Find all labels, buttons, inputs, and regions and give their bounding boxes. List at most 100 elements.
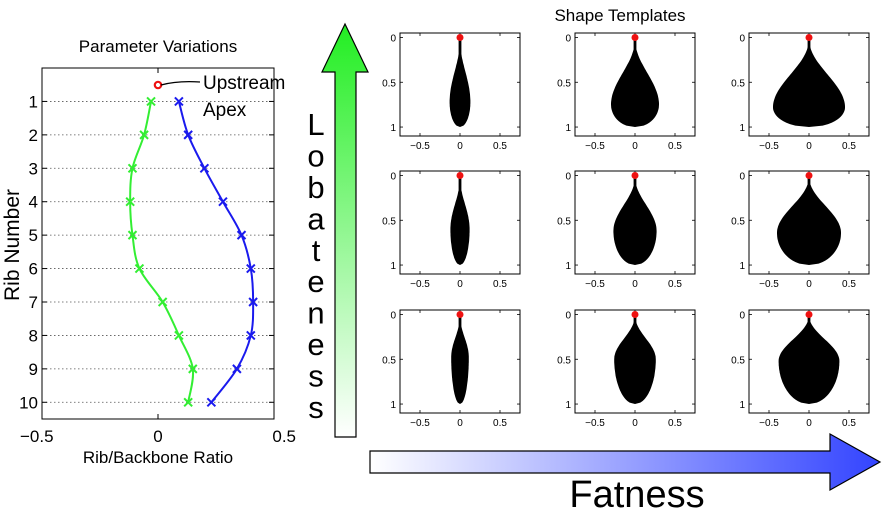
x-marker-stroke	[174, 330, 184, 341]
left-y-tick-label: 10	[19, 393, 38, 412]
shape-template-r2-c1: −0.5 0 0.5 0 0.5 1	[382, 170, 521, 290]
template-x-tick-label: 0	[632, 418, 638, 429]
template-y-tick-label: 0	[565, 171, 571, 182]
shape-template-r1-c3: −0.5 0 0.5 0 0.5 1	[731, 32, 870, 152]
shape-template-r3-c3: −0.5 0 0.5 0 0.5 1	[731, 309, 870, 429]
x-marker-stroke	[127, 230, 138, 240]
series-1-point	[183, 397, 193, 407]
x-marker-stroke	[199, 163, 210, 173]
left-x-tick-label: −0.5	[20, 427, 54, 446]
upstream-apex-marker	[153, 80, 163, 90]
template-x-tick-label: 0	[457, 279, 463, 290]
lobateness-letter: n	[307, 296, 324, 331]
fatness-label: Fatness	[569, 474, 704, 516]
template-x-tick-label: −0.5	[759, 418, 779, 429]
template-x-tick-label: 0.5	[842, 141, 856, 152]
template-y-tick-label: 1	[565, 400, 571, 411]
template-y-tick-label: 0.5	[731, 216, 745, 227]
left-y-tick-label: 9	[29, 360, 38, 379]
template-x-tick-label: −0.5	[759, 279, 779, 290]
template-x-tick-label: −0.5	[410, 141, 430, 152]
template-y-tick-label: 0.5	[557, 78, 571, 89]
x-marker-stroke	[183, 130, 193, 140]
left-y-tick-label: 3	[29, 159, 38, 178]
x-marker-stroke	[127, 163, 138, 173]
lobateness-letter: e	[307, 264, 324, 299]
x-marker-stroke	[236, 230, 247, 240]
left-x-tick-label: 0.5	[272, 427, 296, 446]
template-y-tick-label: 0.5	[557, 216, 571, 227]
series-1-point	[157, 297, 168, 307]
apex-point	[805, 33, 813, 41]
left-y-tick-label: 5	[29, 226, 38, 245]
template-x-tick-label: 0	[457, 418, 463, 429]
left-y-tick-label: 7	[29, 293, 38, 312]
series-1-point	[127, 163, 138, 173]
template-y-tick-label: 0.5	[382, 78, 396, 89]
series-2-point	[199, 163, 210, 173]
template-x-tick-label: 0	[457, 141, 463, 152]
template-y-tick-label: 0	[739, 171, 745, 182]
parameter-variations-chart: Parameter Variations 1 2 3 4 5 6 7 8 9 10 −0.5 0 0.5…	[1, 37, 296, 467]
template-y-tick-label: 0	[390, 171, 396, 182]
template-y-tick-label: 1	[565, 123, 571, 134]
left-x-tick-label: 0	[153, 427, 162, 446]
template-y-tick-label: 0.5	[557, 355, 571, 366]
series-1-point	[188, 364, 198, 374]
template-y-tick-label: 0	[739, 310, 745, 321]
lobateness-letter: a	[307, 201, 325, 236]
series-2-point	[206, 397, 217, 407]
x-marker-stroke	[157, 297, 168, 307]
series-2-point	[218, 197, 228, 207]
template-y-tick-label: 1	[565, 261, 571, 272]
x-marker-stroke	[183, 397, 193, 407]
template-x-tick-label: 0.5	[493, 141, 507, 152]
series-2-point	[174, 96, 184, 107]
template-x-tick-label: 0	[632, 279, 638, 290]
fatness-arrow: Fatness	[369, 432, 882, 516]
shape-silhouette	[778, 314, 840, 404]
template-y-tick-label: 0.5	[731, 355, 745, 366]
left-axis-ticks: 1 2 3 4 5 6 7 8 9 10 −0.5 0 0.5	[19, 68, 296, 446]
x-marker-stroke	[246, 263, 256, 274]
series-1-point	[127, 230, 138, 240]
apex-annotation-leader	[160, 81, 201, 86]
shape-silhouette	[773, 37, 845, 127]
x-marker-stroke	[139, 130, 149, 140]
left-y-tick-label: 1	[29, 92, 38, 111]
apex-point	[456, 310, 464, 318]
template-y-tick-label: 0	[739, 33, 745, 44]
template-y-tick-label: 0	[390, 310, 396, 321]
series-line-2	[177, 101, 255, 403]
series-1-point	[134, 263, 145, 274]
template-x-tick-label: 0	[806, 141, 812, 152]
template-y-tick-label: 1	[390, 400, 396, 411]
x-marker-stroke	[146, 96, 156, 107]
series-2-point	[236, 230, 247, 240]
template-x-tick-label: −0.5	[759, 141, 779, 152]
series-1-point	[174, 330, 184, 341]
template-x-tick-label: 0.5	[668, 141, 682, 152]
shape-template-r1-c1: −0.5 0 0.5 0 0.5 1	[382, 32, 521, 152]
left-series-group	[125, 96, 258, 407]
apex-point	[631, 171, 639, 179]
series-2-point	[183, 130, 193, 140]
lobateness-letter: b	[307, 170, 324, 205]
shape-templates-grid: −0.5 0 0.5 0 0.5 1 −0.5 0 0.5 0 0.5 1 −0.5 0 0.5 0 0.5 1 −…	[382, 32, 870, 429]
fatness-arrow-shape	[369, 432, 882, 492]
shape-silhouette	[450, 175, 470, 265]
shape-silhouette	[614, 314, 656, 404]
template-x-tick-label: −0.5	[585, 279, 605, 290]
shape-silhouette	[611, 37, 659, 127]
x-marker-stroke	[174, 96, 184, 107]
left-gridlines	[42, 101, 274, 403]
left-y-tick-label: 6	[29, 260, 38, 279]
lobateness-letter: s	[308, 390, 324, 425]
apex-point	[456, 33, 464, 41]
series-2-point	[246, 263, 256, 274]
template-x-tick-label: 0.5	[493, 279, 507, 290]
shape-silhouette	[613, 175, 657, 265]
lobateness-letter: o	[307, 138, 324, 173]
